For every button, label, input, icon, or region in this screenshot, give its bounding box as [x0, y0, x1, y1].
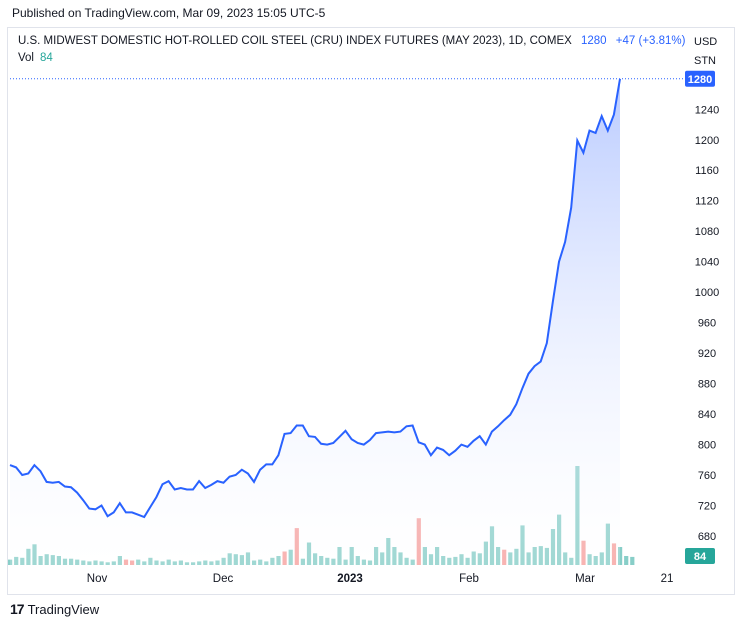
x-tick-label: Dec [213, 573, 234, 585]
y-tick-label: 960 [698, 318, 716, 330]
last-price: 1280 [581, 35, 607, 47]
published-note: Published on TradingView.com, Mar 09, 20… [12, 6, 326, 20]
y-tick-label: 1000 [695, 287, 719, 299]
price-change: +47 (+3.81%) [615, 35, 686, 47]
y-tick-label: 680 [698, 531, 716, 543]
volume-bar [618, 547, 623, 565]
volume-bar [630, 556, 635, 565]
x-tick-label: 2023 [337, 573, 363, 585]
volume-bar [624, 556, 629, 565]
svg-text:1280: 1280 [688, 74, 712, 86]
x-tick-label: Feb [459, 573, 479, 585]
y-tick-label: 800 [698, 440, 716, 452]
volume-label: Vol [18, 52, 34, 64]
time-axis[interactable]: Nov Dec 2023 Feb Mar 21 [87, 573, 674, 585]
y-tick-label: 1120 [695, 196, 719, 208]
price-line [9, 78, 621, 519]
chart-frame [7, 27, 735, 595]
y-tick-label: 720 [698, 501, 716, 513]
svg-text:84: 84 [694, 551, 707, 563]
tradingview-logo-icon: 17 [10, 601, 25, 617]
price-axis[interactable]: 680 720 760 800 840 880 920 960 1000 1040 1080 1120… [695, 104, 719, 543]
x-tick-label: Nov [87, 573, 108, 585]
last-price-tag: 1280 [685, 70, 715, 87]
currency-label[interactable]: USD [694, 36, 718, 48]
tradingview-brand[interactable]: 17 TradingView [10, 601, 99, 617]
y-tick-label: 880 [698, 379, 716, 391]
brand-name: TradingView [27, 601, 100, 617]
y-tick-label: 1240 [695, 104, 719, 116]
x-tick-label: Mar [575, 573, 595, 585]
y-tick-label: 1040 [695, 257, 719, 269]
last-volume-tag: 84 [685, 548, 715, 564]
price-chart[interactable]: 680 720 760 800 840 880 920 960 1000 1040 1080 1120… [0, 0, 742, 600]
y-tick-label: 760 [698, 470, 716, 482]
y-tick-label: 920 [698, 348, 716, 360]
unit-label[interactable]: STN [694, 55, 716, 67]
y-tick-label: 840 [698, 409, 716, 421]
y-tick-label: 1080 [695, 226, 719, 238]
y-tick-label: 1160 [695, 165, 719, 177]
x-tick-label: 21 [661, 573, 674, 585]
volume-value: 84 [40, 52, 53, 64]
symbol-title: U.S. MIDWEST DOMESTIC HOT-ROLLED COIL ST… [18, 35, 572, 47]
y-tick-label: 1200 [695, 135, 719, 147]
axis-tags: 1280 84 [685, 70, 715, 564]
volume-legend: Vol 84 [18, 52, 53, 64]
symbol-legend: U.S. MIDWEST DOMESTIC HOT-ROLLED COIL ST… [18, 35, 685, 47]
price-area-fill [10, 78, 620, 566]
